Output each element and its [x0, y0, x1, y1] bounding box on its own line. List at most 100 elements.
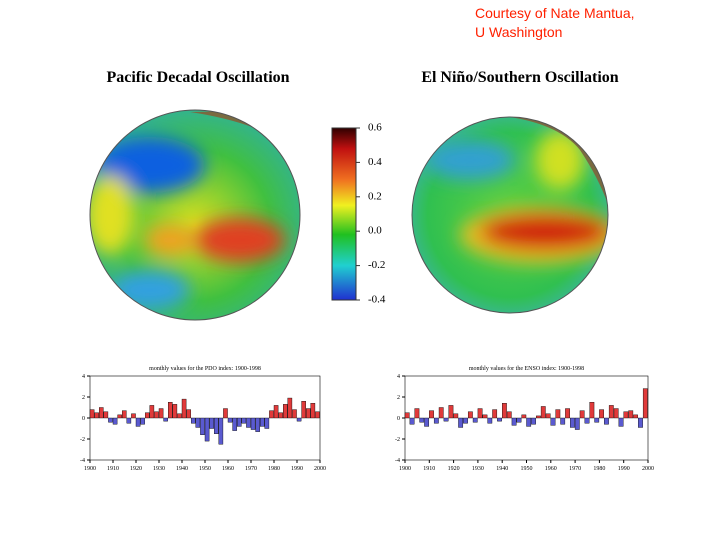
bar — [623, 411, 629, 419]
bar — [190, 417, 196, 424]
x-tick-label: 1980 — [268, 466, 280, 472]
x-tick-label: 1910 — [107, 466, 119, 472]
bar — [502, 403, 507, 419]
bar — [618, 417, 624, 427]
y-tick-label: 2 — [82, 395, 85, 401]
bar — [94, 412, 99, 419]
bar — [204, 417, 210, 442]
bar — [296, 417, 302, 422]
bar — [463, 417, 468, 424]
x-tick-label: 1930 — [153, 466, 165, 472]
x-tick-label: 1910 — [423, 466, 435, 472]
bar — [433, 417, 439, 424]
bar — [172, 404, 178, 419]
bar — [227, 417, 233, 423]
bar — [409, 417, 415, 425]
y-tick-label: -2 — [80, 437, 85, 443]
bar — [594, 417, 600, 423]
bar — [438, 407, 444, 419]
chart-title: monthly values for the ENSO index: 1900-… — [469, 365, 584, 372]
bar — [177, 413, 182, 419]
x-tick-label: 1930 — [472, 466, 484, 472]
globe-outline — [89, 109, 301, 321]
bar — [209, 417, 214, 429]
bar — [255, 417, 260, 432]
bar — [579, 410, 585, 419]
bar — [241, 417, 247, 424]
bar — [112, 417, 118, 425]
bar — [315, 411, 320, 419]
x-tick-label: 1940 — [176, 466, 188, 472]
bar — [158, 408, 164, 419]
x-tick-label: 1900 — [84, 466, 96, 472]
bar — [108, 417, 113, 423]
bar — [560, 417, 566, 425]
bar — [131, 413, 136, 419]
x-tick-label: 2000 — [314, 466, 326, 472]
bar — [540, 406, 546, 419]
bar — [570, 417, 575, 428]
x-tick-label: 1950 — [199, 466, 211, 472]
bar — [565, 408, 570, 419]
bar — [487, 417, 493, 424]
colorbar-label: 0.0 — [368, 225, 382, 237]
bar — [287, 397, 293, 419]
bar — [550, 417, 556, 426]
bar — [638, 417, 643, 428]
bar — [306, 408, 311, 419]
bar — [608, 405, 614, 419]
bar — [135, 417, 141, 427]
bar — [163, 417, 168, 422]
bar — [126, 417, 132, 424]
bar — [154, 411, 159, 419]
bar — [223, 408, 228, 419]
x-tick-label: 1980 — [593, 466, 605, 472]
bar — [642, 388, 648, 419]
y-tick-label: 4 — [82, 374, 85, 380]
y-tick-label: 2 — [397, 395, 400, 401]
bar — [628, 410, 634, 419]
bar — [269, 410, 274, 419]
globe-outline — [411, 116, 609, 314]
bar — [458, 417, 464, 428]
bar — [453, 413, 459, 419]
bar — [264, 417, 270, 429]
x-tick-label: 1940 — [496, 466, 508, 472]
bar — [511, 417, 517, 426]
courtesy: U Washington — [475, 24, 562, 40]
bar — [574, 417, 580, 430]
chart-title: monthly values for the PDO index: 1900-1… — [149, 365, 261, 372]
bar — [144, 412, 150, 419]
bar — [613, 408, 619, 419]
bar — [482, 414, 488, 419]
bar — [181, 398, 187, 419]
bar — [506, 411, 512, 419]
pdo-globe — [90, 110, 300, 320]
x-tick-label: 1920 — [448, 466, 460, 472]
courtesy: Courtesy of Nate Mantua, — [475, 5, 635, 21]
colorbar — [331, 127, 357, 301]
bar — [443, 417, 449, 422]
y-tick-label: -4 — [80, 458, 85, 464]
bar — [448, 405, 454, 419]
x-tick-label: 2000 — [642, 466, 654, 472]
bar — [429, 410, 434, 419]
bar — [633, 414, 638, 419]
bar — [545, 413, 551, 419]
bar — [526, 417, 532, 427]
bar — [200, 417, 205, 435]
y-tick-label: 0 — [397, 416, 400, 422]
bar — [497, 417, 502, 422]
y-tick-label: -2 — [395, 437, 400, 443]
bar — [555, 409, 561, 419]
bar — [103, 411, 109, 419]
x-tick-label: 1990 — [291, 466, 303, 472]
bar — [477, 408, 483, 419]
bar — [121, 410, 127, 419]
bar — [536, 415, 541, 419]
bar — [531, 417, 536, 425]
bar — [310, 403, 316, 419]
bar — [521, 414, 527, 419]
bar — [584, 417, 590, 424]
x-tick-label: 1990 — [618, 466, 630, 472]
